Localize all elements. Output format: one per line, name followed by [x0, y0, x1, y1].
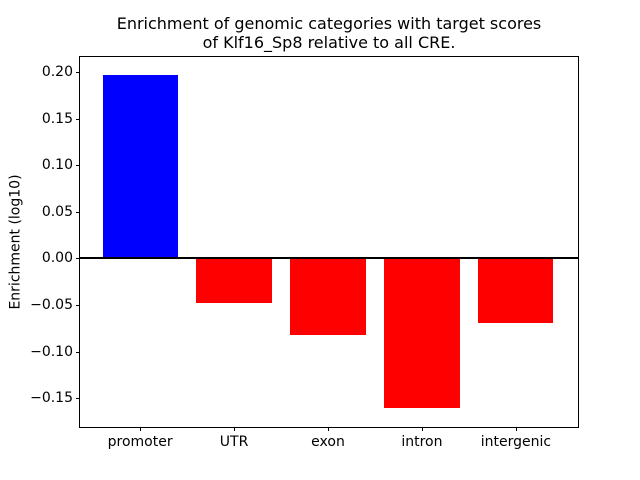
- plot-area: [79, 56, 579, 428]
- x-tick: [140, 427, 142, 431]
- y-axis-label: Enrichment (log10): [8, 174, 25, 310]
- y-tick-label: −0.05: [30, 296, 73, 313]
- bar-UTR: [196, 258, 272, 304]
- bar-promoter: [102, 74, 178, 259]
- y-tick: [76, 165, 80, 167]
- bar-intron: [384, 258, 460, 409]
- x-tick-label-intergenic: intergenic: [480, 434, 552, 450]
- y-tick: [76, 118, 80, 120]
- y-tick-label: 0.15: [41, 110, 73, 127]
- chart-title-line1: Enrichment of genomic categories with ta…: [116, 14, 542, 33]
- zero-line: [80, 257, 578, 260]
- x-tick: [234, 427, 236, 431]
- y-tick: [76, 304, 80, 306]
- bar-intergenic: [478, 258, 554, 323]
- bar-exon: [290, 258, 366, 335]
- x-tick: [515, 427, 517, 431]
- y-tick: [76, 398, 80, 400]
- y-tick: [76, 351, 80, 353]
- y-tick-label: 0.10: [41, 157, 73, 174]
- y-tick-label: −0.10: [30, 343, 73, 360]
- chart-title: Enrichment of genomic categories with ta…: [80, 14, 578, 52]
- x-tick-label-promoter: promoter: [107, 434, 173, 450]
- x-tick: [328, 427, 329, 431]
- y-tick-label: 0.00: [41, 250, 73, 267]
- x-tick-label-exon: exon: [311, 434, 345, 450]
- y-tick-label: 0.05: [41, 203, 73, 220]
- chart-title-line2: of Klf16_Sp8 relative to all CRE.: [202, 33, 456, 52]
- x-tick-label-UTR: UTR: [219, 434, 249, 450]
- x-tick: [421, 427, 423, 431]
- y-tick: [76, 211, 80, 213]
- y-tick: [76, 258, 80, 260]
- y-tick: [76, 71, 80, 73]
- y-tick-label: 0.20: [41, 63, 73, 80]
- x-tick-label-intron: intron: [401, 434, 443, 450]
- y-tick-label: −0.15: [30, 390, 73, 407]
